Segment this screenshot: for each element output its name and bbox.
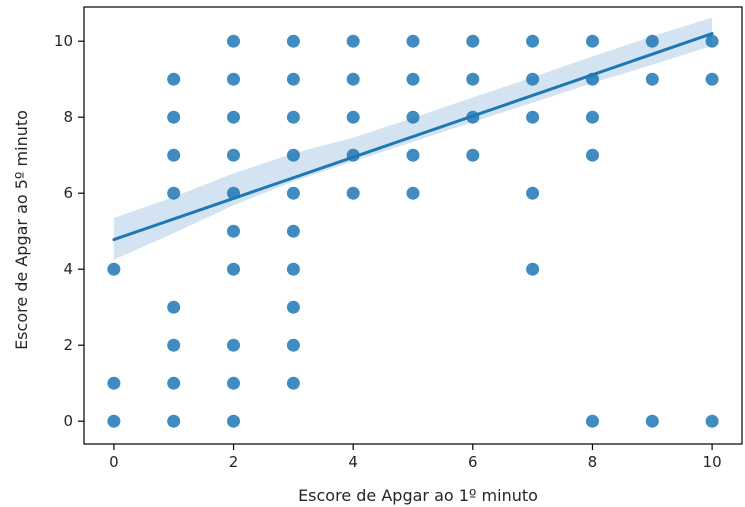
data-point <box>107 376 121 390</box>
data-point <box>227 72 240 86</box>
data-point <box>107 262 121 276</box>
data-point <box>167 414 181 428</box>
y-tick-label: 6 <box>63 184 73 202</box>
data-point <box>227 148 240 162</box>
data-point <box>167 376 181 390</box>
axes-layer <box>83 6 743 445</box>
y-axis-label: Escore de Apgar ao 5º minuto <box>12 110 31 350</box>
data-point <box>286 262 300 276</box>
data-point <box>645 414 659 428</box>
data-point <box>586 148 599 162</box>
data-point <box>586 110 599 124</box>
y-tick-label: 0 <box>63 412 73 430</box>
y-tick-label: 2 <box>63 336 73 354</box>
data-point <box>167 300 181 314</box>
data-point <box>526 186 540 200</box>
confidence-band-layer <box>113 17 713 260</box>
data-point <box>406 72 420 86</box>
data-point <box>705 414 719 428</box>
plot-frame <box>83 6 743 445</box>
data-point <box>286 376 300 390</box>
data-point <box>227 224 240 238</box>
regression-line <box>112 32 714 242</box>
data-point <box>526 72 540 86</box>
x-tick-label: 6 <box>468 453 478 471</box>
data-point <box>227 376 240 390</box>
data-point <box>526 110 540 124</box>
data-point <box>286 148 300 162</box>
data-point <box>167 338 181 352</box>
x-tick-label: 10 <box>703 453 722 471</box>
data-point <box>167 186 181 200</box>
data-point <box>227 110 240 124</box>
data-point <box>167 110 181 124</box>
y-tick-label: 4 <box>63 260 73 278</box>
data-point <box>286 300 300 314</box>
data-point <box>526 34 540 48</box>
confidence-band <box>113 17 713 260</box>
data-point <box>586 414 599 428</box>
data-point <box>466 148 480 162</box>
data-points-layer <box>107 34 719 428</box>
data-point <box>286 110 300 124</box>
data-point <box>286 34 300 48</box>
data-point <box>705 34 719 48</box>
x-tick-label: 2 <box>229 453 239 471</box>
data-point <box>286 224 300 238</box>
x-axis-label: Escore de Apgar ao 1º minuto <box>298 486 538 505</box>
regression-line-layer <box>112 32 714 242</box>
data-point <box>286 338 300 352</box>
data-point <box>466 72 480 86</box>
data-point <box>406 148 420 162</box>
data-point <box>227 414 240 428</box>
data-point <box>645 72 659 86</box>
data-point <box>227 262 240 276</box>
data-point <box>586 34 599 48</box>
data-point <box>227 34 240 48</box>
data-point <box>705 72 719 86</box>
data-point <box>167 148 181 162</box>
x-tick-label: 0 <box>109 453 119 471</box>
data-point <box>227 338 240 352</box>
data-point <box>346 72 360 86</box>
data-point <box>346 186 360 200</box>
x-tick-label: 4 <box>348 453 358 471</box>
data-point <box>645 34 659 48</box>
data-point <box>406 110 420 124</box>
data-point <box>346 110 360 124</box>
y-tick-label: 8 <box>63 108 73 126</box>
y-tick-label: 10 <box>54 32 73 50</box>
x-tick-label: 8 <box>588 453 598 471</box>
data-point <box>167 72 181 86</box>
data-point <box>286 72 300 86</box>
data-point <box>406 34 420 48</box>
data-point <box>107 414 121 428</box>
data-point <box>466 34 480 48</box>
data-point <box>286 186 300 200</box>
data-point <box>346 34 360 48</box>
ticks-layer: 0 2 4 6 8 10 0 2 4 6 8 10 <box>54 32 722 471</box>
data-point <box>526 262 540 276</box>
data-point <box>406 186 420 200</box>
